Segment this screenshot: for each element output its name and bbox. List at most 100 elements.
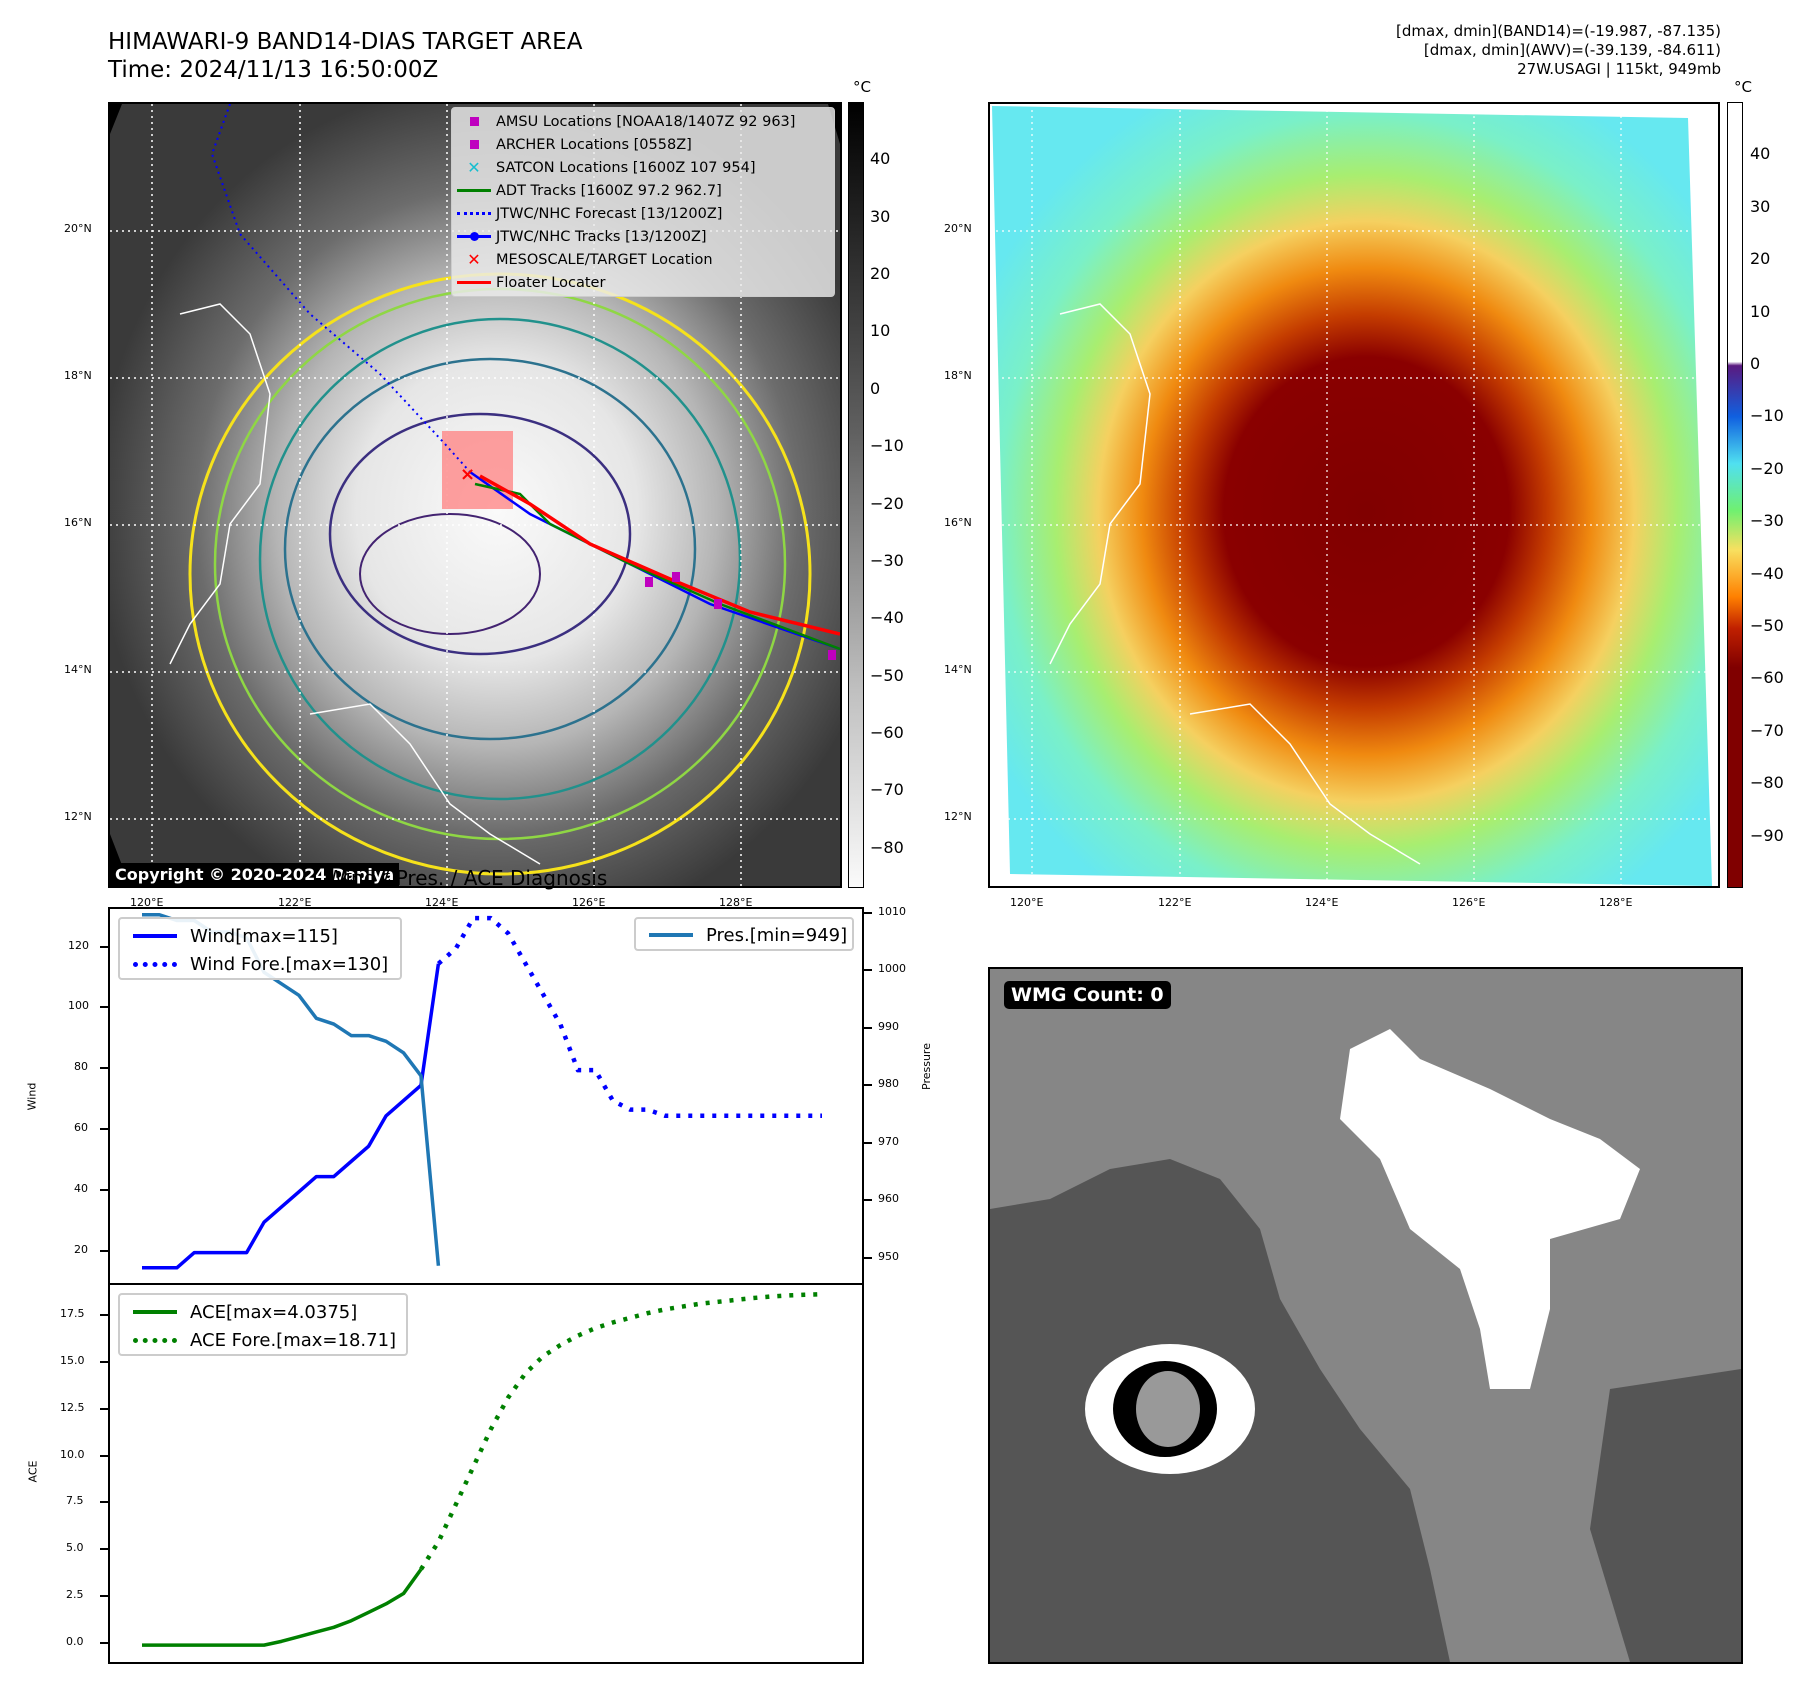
ace-forecast-line [419,1291,823,1571]
ace-tick-mark [100,1407,108,1410]
map-legend-label: Floater Locater [496,274,606,291]
wind-tick-label: 100 [68,999,89,1013]
ace-tick-mark [100,1642,108,1645]
map-legend: AMSU Locations [NOAA18/1407Z 92 963] ARCH… [451,107,835,297]
ace-tick-label: 0.0 [66,1635,84,1649]
pressure-tick-mark [864,1199,872,1202]
lon-tick-label: 122°E [278,896,312,909]
pressure-tick-label: 960 [878,1192,899,1206]
colorbar-tick-label: −20 [870,493,904,513]
colorbar-unit-right: °C [1734,78,1752,96]
figure-title: HIMAWARI-9 BAND14-DIAS TARGET AREA Time:… [108,28,582,84]
ace-chart: ACE[max=4.0375] ACE Fore.[max=18.71] [108,1283,864,1664]
pressure-axis-label: Pressure [920,1043,933,1090]
awv-range: [dmax, dmin](AWV)=(-39.139, -84.611) [1423,41,1721,59]
colorbar-tick-label: −80 [1750,773,1784,793]
pressure-tick-mark [864,1141,872,1144]
coastline [169,303,541,865]
wind-tick-label: 40 [74,1181,88,1195]
ace-legend-swatch [120,1310,190,1314]
colorbar-tick-label: −90 [1750,825,1784,845]
pressure-tick-label: 950 [878,1249,899,1263]
lon-tick-label: 126°E [572,896,606,909]
wind-tick-mark [100,1067,108,1070]
colorbar-tick-label: 40 [870,149,891,169]
wind-legend: Wind[max=115] Wind Fore.[max=130] [118,917,402,980]
pressure-tick-label: 990 [878,1019,899,1033]
wind-tick-label: 80 [74,1060,88,1074]
wind-axis-label: Wind [25,1082,39,1111]
square-marker-icon [452,117,496,126]
awv-map-image [990,104,1718,886]
wind-tick-mark [100,1188,108,1191]
pressure-tick-mark [864,969,872,972]
colorbar-tick-label: 30 [1750,196,1771,216]
lat-tick-label: 16°N [944,516,972,529]
map-legend-item: Floater Locater [452,271,834,294]
wind-pressure-chart: Wind[max=115] Wind Fore.[max=130] Pres.[… [108,907,864,1285]
colorbar-tick-label: −20 [1750,458,1784,478]
ace-tick-label: 17.5 [60,1306,85,1320]
colorbar-unit-left: °C [853,78,871,96]
map-legend-item: JTWC/NHC Tracks [13/1200Z] [452,225,834,248]
lat-tick-label: 12°N [944,810,972,823]
wind-tick-label: 60 [74,1120,88,1134]
wind-forecast-line [436,915,822,1119]
title-line-2: Time: 2024/11/13 16:50:00Z [108,57,439,83]
contour-indigo [359,513,541,635]
colorbar-tick-label: −30 [870,550,904,570]
map-legend-item: ✕ MESOSCALE/TARGET Location [452,248,834,271]
contour-green [258,317,742,801]
ace-tick-label: 7.5 [66,1494,84,1508]
wmg-white-region [1340,1029,1640,1389]
ace-axis-label: ACE [26,1460,40,1483]
colorbar-tick-label: 20 [870,264,891,284]
colorbar-tick-label: −60 [870,723,904,743]
colorbar-left [848,102,864,888]
square-marker-icon [452,140,496,149]
wind-tick-label: 120 [68,938,89,952]
floater-track [479,474,840,636]
pressure-legend-label: Pres.[min=949] [706,924,848,946]
colorbar-tick-label: −10 [1750,406,1784,426]
diagnosis-title: Wind / Pres. / ACE Diagnosis [326,866,608,890]
colorbar-tick-label: −50 [870,665,904,685]
pressure-legend: Pres.[min=949] [634,917,854,951]
colorbar-tick-label: −80 [870,837,904,857]
wmg-eye [1136,1371,1200,1447]
map-legend-item: ✕ SATCON Locations [1600Z 107 954] [452,156,834,179]
gridlines [990,104,1718,886]
line-marker-icon [452,281,496,284]
colorbar-right [1727,102,1743,888]
wmg-panel: WMG Count: 0 [988,967,1743,1664]
lon-tick-label: 128°E [719,896,753,909]
ace-tick-mark [100,1360,108,1363]
target-box [442,431,513,509]
lon-tick-label: 124°E [425,896,459,909]
ace-tick-label: 5.0 [66,1541,84,1555]
lat-tick-label: 18°N [944,369,972,382]
x-marker-icon: ✕ [467,158,481,177]
amsu-marker [645,577,653,587]
coastline [1049,303,1421,865]
ace-tick-mark [100,1501,108,1504]
colorbar-tick-label: −50 [1750,616,1784,635]
wind-tick-mark [100,945,108,948]
ir-map-panel: × AMSU Locations [NOAA18/1407Z 92 963] AR… [108,102,842,888]
archer-marker [714,599,722,609]
pressure-legend-swatch [636,933,706,937]
dotted-line-icon [452,212,496,215]
pressure-tick-mark [864,1256,872,1259]
ace-tick-mark [100,1595,108,1598]
wind-legend-swatch [120,934,190,938]
pressure-tick-label: 980 [878,1077,899,1091]
ace-tick-label: 12.5 [60,1400,85,1414]
pressure-tick-mark [864,1084,872,1087]
map-legend-label: JTWC/NHC Tracks [13/1200Z] [496,228,707,245]
map-legend-label: AMSU Locations [NOAA18/1407Z 92 963] [496,113,796,130]
colorbar-tick-label: 40 [1750,144,1771,164]
x-marker-icon: ✕ [467,250,481,269]
lon-tick-label: 120°E [1010,896,1044,909]
colorbar-tick-label: 10 [1750,301,1771,321]
storm-info: [dmax, dmin](BAND14)=(-19.987, -87.135) … [1396,22,1721,79]
